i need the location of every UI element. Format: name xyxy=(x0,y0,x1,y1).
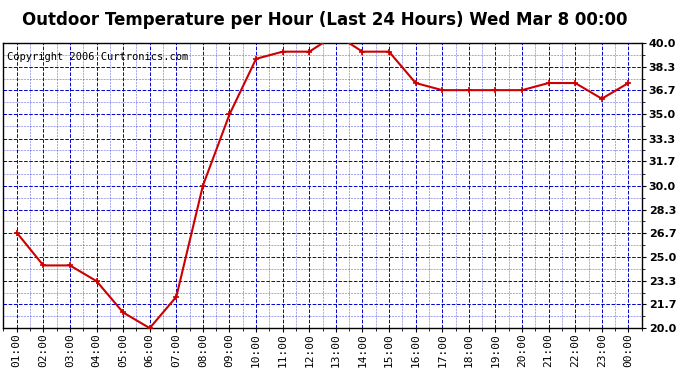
Text: Copyright 2006 Curtronics.com: Copyright 2006 Curtronics.com xyxy=(7,52,188,62)
Text: Outdoor Temperature per Hour (Last 24 Hours) Wed Mar 8 00:00: Outdoor Temperature per Hour (Last 24 Ho… xyxy=(21,11,627,29)
